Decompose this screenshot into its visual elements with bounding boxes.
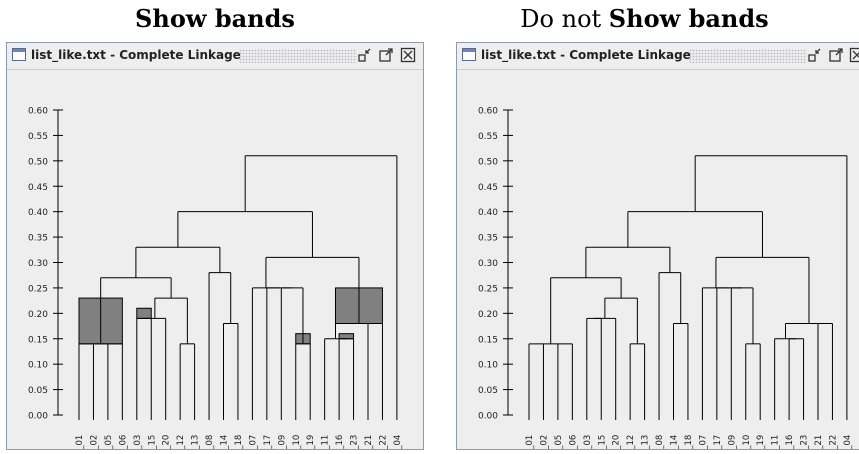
y-tick-label: 0.05 bbox=[28, 386, 48, 396]
window-title: list_like.txt - Complete Linkage bbox=[481, 48, 691, 62]
dendrogram-window-no-bands[interactable]: list_like.txt - Complete Linkage 0.00 0.0… bbox=[456, 42, 859, 450]
caption-prefix-text: Do not bbox=[520, 5, 609, 33]
leaf-label: item_19 bbox=[756, 435, 766, 450]
y-tick-label: 0.35 bbox=[478, 234, 498, 244]
y-tick-label: 0.50 bbox=[28, 157, 48, 167]
leaf-label: item_19 bbox=[306, 435, 316, 450]
window-title: list_like.txt - Complete Linkage bbox=[31, 48, 241, 62]
y-tick-label: 0.30 bbox=[28, 259, 48, 269]
y-tick-label: 0.25 bbox=[478, 284, 498, 294]
y-tick-label: 0.20 bbox=[28, 310, 48, 320]
window-icon bbox=[462, 48, 476, 61]
y-tick-label: 0.15 bbox=[478, 335, 498, 345]
leaf-label: item_21 bbox=[364, 435, 374, 450]
leaf-label: item_22 bbox=[378, 435, 388, 450]
leaf-label: item_15 bbox=[147, 435, 157, 450]
confidence-band bbox=[338, 333, 355, 340]
leaf-label: item_17 bbox=[263, 435, 273, 450]
y-tick-label: 0.35 bbox=[28, 234, 48, 244]
y-tick-label: 0.20 bbox=[478, 310, 498, 320]
leaf-label: item_10 bbox=[292, 435, 302, 450]
dendrogram-window-show-bands[interactable]: list_like.txt - Complete Linkage 0.00 0.0… bbox=[6, 42, 424, 450]
leaf-label: item_04 bbox=[393, 435, 403, 450]
leaf-label: item_07 bbox=[698, 435, 708, 450]
leaf-label: item_06 bbox=[568, 435, 578, 450]
leaf-label: item_02 bbox=[539, 435, 549, 450]
y-tick-label: 0.40 bbox=[28, 208, 48, 218]
confidence-band bbox=[136, 307, 152, 319]
leaf-label: item_17 bbox=[713, 435, 723, 450]
window-icon bbox=[12, 48, 26, 61]
leaf-label: item_12 bbox=[626, 435, 636, 450]
caption-show-bands-text: Show bands bbox=[135, 4, 295, 33]
leaf-label: item_12 bbox=[176, 435, 186, 450]
leaf-label: item_11 bbox=[321, 435, 331, 450]
y-tick-label: 0.25 bbox=[28, 284, 48, 294]
leaf-label: item_14 bbox=[220, 435, 230, 450]
titlebar-grip bbox=[689, 49, 807, 63]
leaf-label: item_16 bbox=[335, 435, 345, 450]
maximize-icon[interactable] bbox=[828, 47, 844, 63]
y-tick-label: 0.30 bbox=[478, 259, 498, 269]
y-tick-label: 0.00 bbox=[478, 412, 498, 422]
leaf-label: item_16 bbox=[785, 435, 795, 450]
y-tick-label: 0.45 bbox=[28, 183, 48, 193]
leaf-label: item_08 bbox=[205, 435, 215, 450]
leaf-label: item_03 bbox=[583, 435, 593, 450]
window-titlebar[interactable]: list_like.txt - Complete Linkage bbox=[457, 43, 859, 70]
leaf-label: item_07 bbox=[248, 435, 258, 450]
y-tick-label: 0.10 bbox=[478, 361, 498, 371]
leaf-label: item_10 bbox=[742, 435, 752, 450]
y-tick-label: 0.00 bbox=[28, 412, 48, 422]
leaf-label: item_08 bbox=[655, 435, 665, 450]
y-tick-label: 0.60 bbox=[28, 107, 48, 117]
dendrogram-plot: 0.00 0.05 0.10 0.15 0.20 0.25 0.30 0.35 0.40 0.45… bbox=[478, 107, 853, 450]
dendrogram-plot: 0.00 0.05 0.10 0.15 0.20 0.25 0.30 0.35 0.40 0.45… bbox=[28, 107, 403, 450]
window-titlebar[interactable]: list_like.txt - Complete Linkage bbox=[7, 43, 423, 70]
leaf-label: item_18 bbox=[684, 435, 694, 450]
caption-show-bands-text: Show bands bbox=[608, 4, 769, 33]
leaf-label: item_13 bbox=[641, 435, 651, 450]
leaf-label: item_15 bbox=[597, 435, 607, 450]
leaf-label: item_06 bbox=[118, 435, 128, 450]
leaf-label: item_05 bbox=[554, 435, 564, 450]
y-tick-label: 0.50 bbox=[478, 157, 498, 167]
leaf-label: item_09 bbox=[277, 435, 287, 450]
titlebar-grip bbox=[239, 49, 357, 63]
caption-do-not-show-bands: Do not Show bands bbox=[430, 4, 859, 34]
leaf-label: item_20 bbox=[162, 435, 172, 450]
y-tick-label: 0.55 bbox=[478, 132, 498, 142]
close-icon[interactable] bbox=[400, 47, 416, 63]
maximize-icon[interactable] bbox=[378, 47, 394, 63]
minimize-icon[interactable] bbox=[807, 47, 823, 63]
y-tick-label: 0.40 bbox=[478, 208, 498, 218]
leaf-label: item_23 bbox=[800, 435, 810, 450]
minimize-icon[interactable] bbox=[357, 47, 373, 63]
leaf-label: item_09 bbox=[727, 435, 737, 450]
leaf-label: item_14 bbox=[670, 435, 680, 450]
leaf-label: item_03 bbox=[133, 435, 143, 450]
leaf-label: item_04 bbox=[843, 435, 853, 450]
leaf-label: item_01 bbox=[75, 435, 85, 450]
leaf-label: item_23 bbox=[350, 435, 360, 450]
leaf-label: item_11 bbox=[771, 435, 781, 450]
y-tick-label: 0.15 bbox=[28, 335, 48, 345]
y-tick-label: 0.55 bbox=[28, 132, 48, 142]
y-tick-label: 0.10 bbox=[28, 361, 48, 371]
caption-show-bands: Show bands bbox=[0, 4, 430, 34]
y-tick-label: 0.60 bbox=[478, 107, 498, 117]
leaf-label: item_21 bbox=[814, 435, 824, 450]
leaf-label: item_18 bbox=[234, 435, 244, 450]
leaf-label: item_05 bbox=[104, 435, 114, 450]
leaf-label: item_20 bbox=[612, 435, 622, 450]
leaf-label: item_13 bbox=[191, 435, 201, 450]
close-icon[interactable] bbox=[849, 47, 859, 63]
leaf-label: item_22 bbox=[828, 435, 838, 450]
y-tick-label: 0.05 bbox=[478, 386, 498, 396]
y-tick-label: 0.45 bbox=[478, 183, 498, 193]
leaf-label: item_01 bbox=[525, 435, 535, 450]
leaf-label: item_02 bbox=[89, 435, 99, 450]
